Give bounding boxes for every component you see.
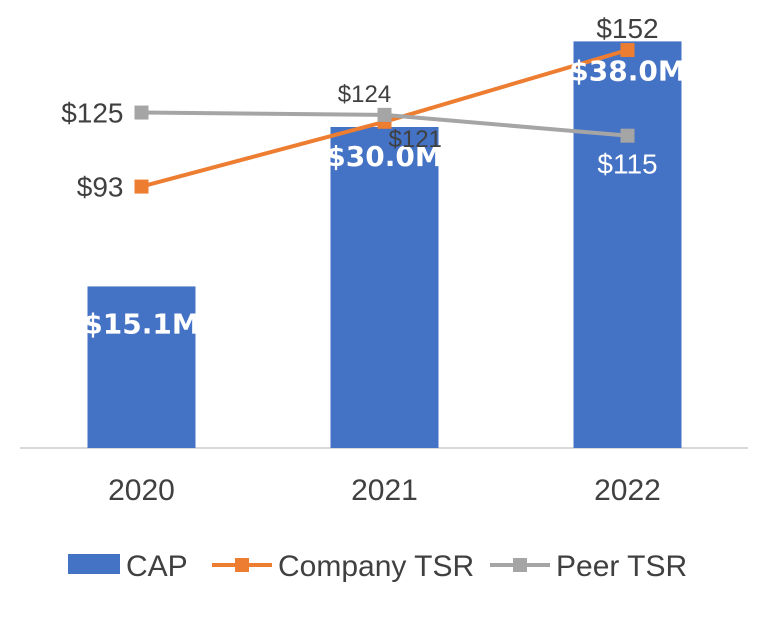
x-tick-2021: 2021 [351,474,418,507]
x-tick-2020: 2020 [108,474,175,507]
label-company-tsr-2022: $152 [596,13,658,44]
legend: CAP Company TSR Peer TSR [68,550,687,583]
bar-label-cap-2020: $15.1M [83,307,199,340]
legend-swatch-cap [68,554,120,574]
bar-cap-2020 [87,286,196,448]
label-company-tsr-2021: $121 [389,126,442,153]
bar-cap-2022 [573,41,682,449]
bar-label-cap-2022: $38.0M [569,54,685,87]
bar-cap-2021 [330,127,439,448]
bars-group [87,41,682,449]
x-ticks-group: 2020 2021 2022 [108,474,661,507]
lines-group [134,43,635,194]
legend-marker-company-tsr [235,558,249,572]
point-peer-tsr-2022 [620,128,635,143]
bar-label-cap-2021: $30.0M [326,140,442,173]
label-peer-tsr-2020: $125 [61,98,123,129]
point-peer-tsr-2021 [377,107,392,122]
line-labels-group: $93 $121 $152 $125 $124 $115 [61,13,658,202]
legend-marker-peer-tsr [513,558,527,572]
point-company-tsr-2020 [134,179,149,194]
bar-labels-group: $15.1M $30.0M $38.0M [83,54,685,340]
point-company-tsr-2022 [620,43,635,58]
label-peer-tsr-2021: $124 [338,81,391,108]
point-peer-tsr-2020 [134,105,149,120]
label-peer-tsr-2022: $115 [597,149,657,180]
legend-label-peer-tsr: Peer TSR [556,550,687,583]
legend-label-cap: CAP [126,550,188,583]
label-company-tsr-2020: $93 [77,172,124,203]
legend-label-company-tsr: Company TSR [278,550,474,583]
x-tick-2022: 2022 [594,474,661,507]
